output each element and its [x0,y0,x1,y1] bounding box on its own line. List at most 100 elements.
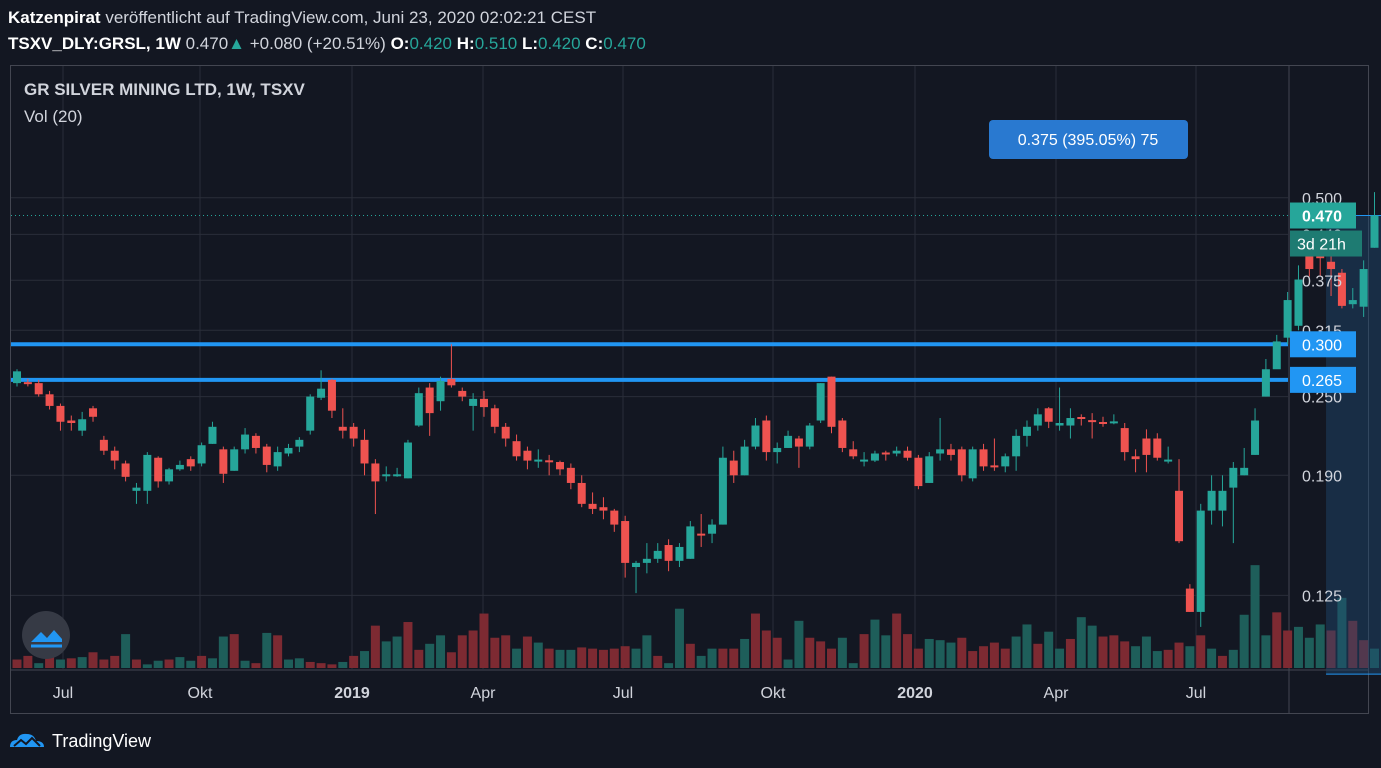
candle-body [1153,438,1162,458]
volume-bar [164,659,174,668]
candle-body [892,450,901,454]
time-tick-label: Apr [1044,685,1070,702]
volume-bar [598,649,608,668]
volume-bar [1076,617,1086,668]
candle-body [632,562,641,568]
candle-body [490,408,499,427]
candle-body [1196,510,1205,612]
candle-body [512,441,521,457]
author-name: Katzenpirat [8,8,101,27]
candle [360,429,369,476]
last-price-tag-bg [1290,202,1356,229]
volume-bars [12,565,1381,668]
candle [1109,414,1118,425]
volume-bar [479,613,489,668]
volume-bar [718,648,728,668]
candle-body [67,420,76,424]
volume-bar [1283,630,1293,668]
candle [241,428,250,454]
candle-body [751,425,760,447]
candle [1327,254,1336,297]
candle [295,437,304,453]
candle-body [990,465,999,468]
candle [1033,408,1042,431]
volume-bar [566,649,576,668]
candle [556,460,564,476]
volume-bar [153,660,163,668]
candle [805,423,814,450]
candle [284,443,293,457]
measure-box [1326,215,1381,675]
candle-body [838,420,847,448]
measure-label-bg [989,120,1188,159]
candle-body [827,376,836,427]
candle-body [925,456,934,483]
candle [968,446,977,482]
candle [197,442,206,467]
volume-bar [1337,597,1347,668]
measure-tool [1326,215,1381,675]
volume-bar [772,637,782,668]
countdown-tag-label: 3d 21h [1297,237,1346,254]
volume-bar [620,646,630,668]
volume-bar [1370,648,1379,668]
candle [1131,449,1140,473]
volume-bar [609,648,619,668]
candle-body [577,482,586,504]
volume-bar [1065,638,1075,668]
candle [1022,420,1031,447]
volume-bar [674,608,684,668]
volume-bar [142,664,152,668]
candle-body [447,378,456,386]
candle [718,446,727,525]
volume-bar [924,638,934,668]
candle-body [675,546,684,561]
time-tick-label: 2020 [897,685,933,702]
candle-body [143,454,152,491]
candle-body [1359,269,1368,307]
candle-body [556,462,564,470]
volume-bar [544,648,554,668]
volume-bar [913,648,923,668]
volume-bar [34,663,44,668]
candle-body [1109,421,1118,424]
candle-body [78,419,87,431]
candle [849,441,858,460]
volume-bar [1239,614,1249,668]
volume-bar [892,613,902,668]
volume-bar [1044,631,1054,668]
volume-bar [761,630,771,668]
volume-bar [1000,648,1010,668]
level-price-tag: 0.300 [1290,331,1356,358]
candle [545,454,554,476]
candle-body [110,450,119,461]
candle-body [1261,369,1270,397]
candle [686,521,695,559]
footer: TradingView [8,728,151,754]
countdown-tag-bg [1290,230,1362,257]
candle-body [979,449,988,467]
candle-body [1164,459,1173,462]
candle-body [881,452,890,455]
volume-bar [1055,648,1065,668]
candle [154,456,163,488]
price-change: +0.080 (+20.51%) [249,34,386,53]
volume-bar [859,634,869,668]
candle-body [208,426,217,444]
candle-body [610,510,619,525]
volume-bar [989,642,999,668]
candle-body [621,521,630,563]
volume-bar [1141,636,1151,668]
candle [860,452,869,467]
candle [165,467,174,485]
candle [262,443,271,473]
candle [566,463,575,490]
tradingview-badge[interactable] [22,611,70,659]
candle-body [849,449,858,457]
candle [838,418,847,453]
candle [936,418,945,461]
candle-body [697,533,706,536]
candle [403,439,412,479]
candle [436,376,445,411]
